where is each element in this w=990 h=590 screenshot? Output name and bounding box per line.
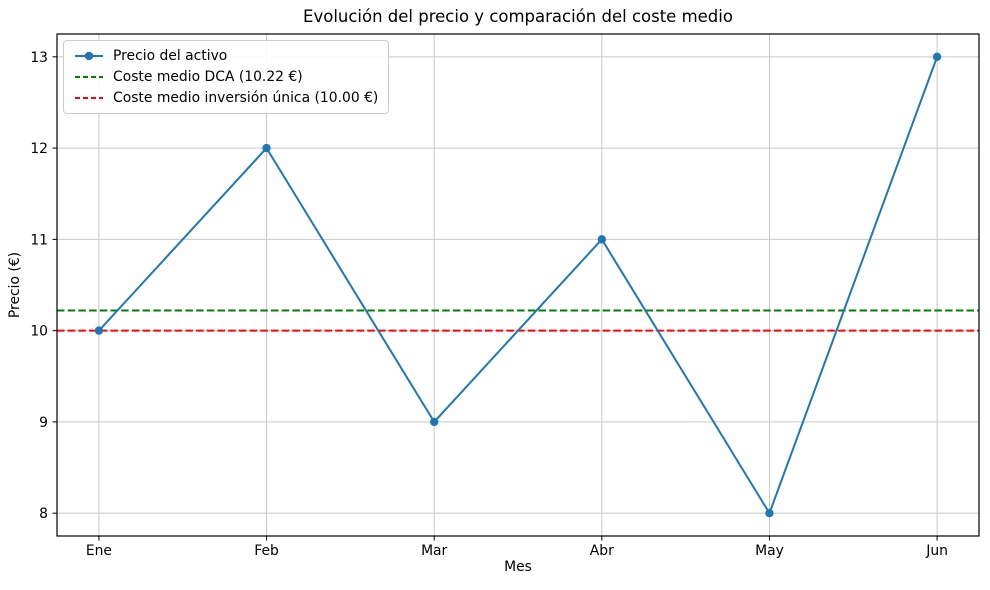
- x-axis-label: Mes: [504, 559, 532, 575]
- legend-item-dca-average: Coste medio DCA (10.22 €): [74, 69, 378, 85]
- x-tick-label: Abr: [590, 543, 614, 559]
- y-tick-label: 12: [30, 141, 48, 157]
- y-tick-label: 10: [30, 324, 48, 340]
- x-tick-label: Jun: [925, 543, 948, 559]
- legend-item-single-investment-average: Coste medio inversión única (10.00 €): [74, 90, 378, 106]
- legend: Precio del activo Coste medio DCA (10.22 …: [63, 40, 390, 114]
- x-tick-label: Mar: [421, 543, 447, 559]
- y-axis-label: Precio (€): [7, 251, 23, 319]
- axes-frame: [56, 33, 980, 537]
- price-data-point: [932, 52, 942, 62]
- y-tick-label: 9: [39, 415, 48, 431]
- legend-label: Coste medio DCA (10.22 €): [113, 69, 303, 85]
- legend-dashed-line-swatch: [75, 97, 103, 99]
- price-data-point: [429, 417, 439, 427]
- price-data-point: [597, 235, 607, 244]
- chart-title: Evolución del precio y comparación del c…: [303, 7, 733, 26]
- x-tick-label: Ene: [86, 543, 112, 559]
- legend-dashed-line-swatch: [75, 76, 103, 78]
- y-tick-label: 8: [39, 506, 48, 522]
- legend-item-price: Precio del activo: [74, 48, 378, 64]
- price-data-point: [94, 326, 104, 335]
- legend-line-marker-swatch: [75, 51, 103, 61]
- x-tick-label: Feb: [254, 543, 279, 559]
- legend-label: Precio del activo: [113, 48, 228, 64]
- y-tick-label: 13: [30, 50, 48, 66]
- price-data-point: [262, 143, 271, 153]
- x-tick-label: May: [755, 543, 784, 559]
- y-tick-label: 11: [30, 232, 48, 248]
- legend-label: Coste medio inversión única (10.00 €): [113, 90, 379, 106]
- price-line: [98, 56, 939, 515]
- price-data-point: [765, 508, 774, 518]
